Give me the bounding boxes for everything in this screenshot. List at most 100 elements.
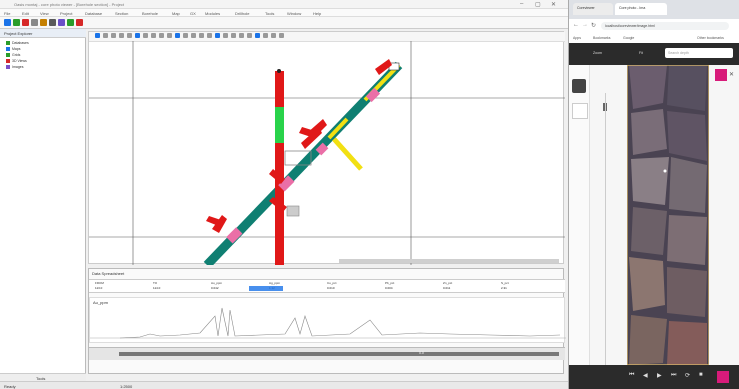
spreadsheet-column-header[interactable]: Cu_pct [327,281,337,285]
plot-tool-icon[interactable] [191,33,196,38]
menu-project[interactable]: Project [60,10,73,16]
info-icon[interactable] [572,103,588,119]
viewer-nav-icon[interactable]: ⏮ [629,372,635,378]
bookmark-apps[interactable]: Apps [573,36,581,40]
viewer-nav-icon[interactable]: ▶ [657,373,662,379]
viewer-nav-icon[interactable]: ⟳ [685,373,691,379]
forward-icon[interactable]: → [582,22,588,28]
spreadsheet-column-header[interactable]: S_pct [501,281,509,285]
address-input[interactable]: localhost/coreviewer/image.html [601,22,729,30]
bookmark-google[interactable]: Google [623,36,635,40]
spreadsheet-cell[interactable]: 0.011 [443,286,451,290]
minimize-button[interactable]: – [520,1,524,7]
spreadsheet-cell[interactable]: 0.042 [211,286,219,290]
viewer-nav-icon[interactable]: ◀ [643,373,648,379]
spreadsheet-cell[interactable]: 2.31 [501,286,507,290]
toolbar-tool-icon[interactable] [13,19,20,26]
bookmark-other[interactable]: Other bookmarks [697,36,724,40]
back-icon[interactable]: ← [573,22,579,28]
tree-item-maps[interactable]: Maps [6,47,21,52]
plot-tool-icon[interactable] [215,33,220,38]
fit-button[interactable]: Fit [639,51,643,55]
menu-database[interactable]: Database [85,10,103,16]
spreadsheet-column-header[interactable]: FROM [95,281,104,285]
menu-edit[interactable]: Edit [22,10,29,16]
zoom-button[interactable]: Zoom [593,51,602,55]
toolbar-tool-icon[interactable] [22,19,29,26]
reload-icon[interactable]: ↻ [591,23,597,29]
tree-item-3d-views[interactable]: 3D Views [6,59,27,64]
tools-tab[interactable]: Tools [36,376,46,381]
menu-file[interactable]: File [4,10,11,16]
section-canvas[interactable] [89,41,565,265]
toolbar-tool-icon[interactable] [67,19,74,26]
profile-plot[interactable]: Au_ppm [89,297,566,343]
toolbar-tool-icon[interactable] [58,19,65,26]
toolbar-tool-icon[interactable] [40,19,47,26]
tree-item-databases[interactable]: Databases [6,41,29,46]
menu-gx[interactable]: GX [190,10,196,16]
vertical-drillhole[interactable] [275,81,284,265]
menu-modules[interactable]: Modules [205,10,221,16]
spreadsheet-column-header[interactable]: Zn_pct [443,281,453,285]
plot-tool-icon[interactable] [247,33,252,38]
plot-tool-icon[interactable] [279,33,284,38]
plot-scrollbar[interactable] [339,259,559,263]
toolbar-tool-icon[interactable] [49,19,56,26]
spreadsheet-cell[interactable]: 0.004 [385,286,393,290]
plot-tool-icon[interactable] [127,33,132,38]
menu-drillhole[interactable]: Drillhole [235,10,250,16]
plot-tool-icon[interactable] [151,33,156,38]
plot-tool-icon[interactable] [271,33,276,38]
browser-tab-core-photo[interactable]: Core photo - Ima [615,3,667,15]
plot-tool-icon[interactable] [175,33,180,38]
close-viewer-icon[interactable]: ✕ [729,72,735,78]
plot-tool-icon[interactable] [239,33,244,38]
spreadsheet-cell[interactable]: 114.0 [153,286,161,290]
spreadsheet-grid[interactable]: FROM113.0TO114.0Au_ppm0.042Ag_ppm1.12Cu_… [89,279,565,293]
plot-tool-icon[interactable] [255,33,260,38]
viewer-nav-icon[interactable]: ⏭ [671,372,677,378]
plot-tool-icon[interactable] [183,33,188,38]
toolbar-tool-icon[interactable] [76,19,83,26]
viewer-nav-icon[interactable]: ■ [699,372,703,378]
toolbar-tool-icon[interactable] [31,19,38,26]
plot-tool-icon[interactable] [95,33,100,38]
menu-map[interactable]: Map [172,10,180,16]
spreadsheet-column-header[interactable]: TO [153,281,158,285]
menu-help[interactable]: Help [313,10,322,16]
spreadsheet-cell[interactable]: 113.0 [95,286,103,290]
plot-tool-icon[interactable] [119,33,124,38]
browser-tab-coreviewer[interactable]: Coreviewer [573,3,613,15]
plot-tool-icon[interactable] [103,33,108,38]
spreadsheet-column-header[interactable]: Pb_pct [385,281,395,285]
home-icon[interactable] [572,79,586,93]
plot-tool-icon[interactable] [207,33,212,38]
close-button[interactable]: ✕ [551,2,557,8]
core-photo[interactable] [627,65,709,365]
plot-tool-icon[interactable] [143,33,148,38]
maximize-button[interactable]: ▢ [535,2,541,8]
spreadsheet-cell[interactable]: 0.010 [327,286,335,290]
depth-slider[interactable]: 0.0 [89,347,565,360]
plot-tool-icon[interactable] [167,33,172,38]
spreadsheet-column-header[interactable]: Au_ppm [211,281,223,285]
menu-section[interactable]: Section [115,10,129,16]
marker-button[interactable] [717,371,729,383]
selected-cell[interactable] [249,286,283,291]
toolbar-tool-icon[interactable] [4,19,11,26]
spreadsheet-column-header[interactable]: Ag_ppm [269,281,281,285]
plot-tool-icon[interactable] [111,33,116,38]
menu-borehole[interactable]: Borehole [142,10,159,16]
plot-tool-icon[interactable] [263,33,268,38]
tree-item-images[interactable]: Images [6,65,23,70]
plot-tool-icon[interactable] [223,33,228,38]
marker-toggle-button[interactable] [715,69,727,81]
plot-tool-icon[interactable] [159,33,164,38]
plot-tool-icon[interactable] [199,33,204,38]
plot-tool-icon[interactable] [135,33,140,38]
menu-tools[interactable]: Tools [265,10,275,16]
slider-track[interactable] [119,352,559,356]
depth-search-input[interactable]: Search depth [665,48,733,58]
menu-window[interactable]: Window [287,10,302,16]
